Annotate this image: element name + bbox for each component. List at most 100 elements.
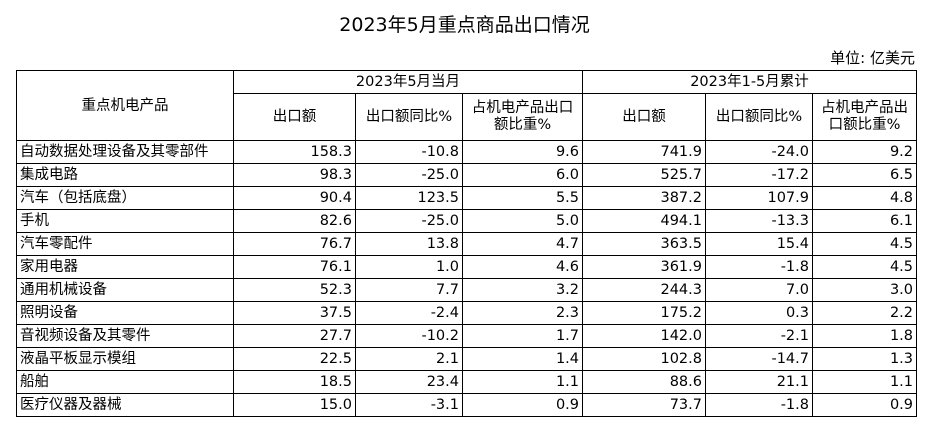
value-cell: 1.3 bbox=[812, 347, 917, 371]
data-row: 通用机械设备 52.3 7.7 3.2 244.3 7.0 3.0 bbox=[16, 278, 917, 302]
value-cell: 741.9 bbox=[582, 140, 706, 164]
value-cell: -17.2 bbox=[705, 163, 813, 187]
data-row: 手机 82.6 -25.0 5.0 494.1 -13.3 6.1 bbox=[16, 209, 917, 233]
group-header: 2023年1-5月累计 bbox=[582, 70, 917, 94]
value-cell: 3.2 bbox=[462, 278, 583, 302]
value-cell: 6.1 bbox=[812, 209, 917, 233]
data-row: 汽车零配件 76.7 13.8 4.7 363.5 15.4 4.5 bbox=[16, 232, 917, 256]
value-cell: 22.5 bbox=[233, 347, 356, 371]
value-cell: -13.3 bbox=[705, 209, 813, 233]
value-cell: 0.9 bbox=[462, 393, 583, 417]
value-cell: 1.7 bbox=[462, 324, 583, 348]
value-cell: 4.8 bbox=[812, 186, 917, 210]
value-cell: -2.4 bbox=[355, 301, 463, 325]
value-cell: 88.6 bbox=[582, 370, 706, 394]
value-cell: -1.8 bbox=[705, 255, 813, 279]
value-cell: 3.0 bbox=[812, 278, 917, 302]
corner-header: 重点机电产品 bbox=[16, 70, 234, 141]
data-row: 船舶 18.5 23.4 1.1 88.6 21.1 1.1 bbox=[16, 370, 917, 394]
column-header: 出口额 bbox=[582, 93, 706, 141]
column-header: 占机电产品出口额比重% bbox=[812, 93, 917, 141]
value-cell: 2.3 bbox=[462, 301, 583, 325]
value-cell: 4.7 bbox=[462, 232, 583, 256]
product-name: 音视频设备及其零件 bbox=[16, 324, 234, 348]
product-name: 家用电器 bbox=[16, 255, 234, 279]
value-cell: 4.6 bbox=[462, 255, 583, 279]
data-row: 自动数据处理设备及其零部件 158.3 -10.8 9.6 741.9 -24.0 9.2 bbox=[16, 140, 917, 164]
product-name: 船舶 bbox=[16, 370, 234, 394]
value-cell: 7.7 bbox=[355, 278, 463, 302]
value-cell: 23.4 bbox=[355, 370, 463, 394]
value-cell: -1.8 bbox=[705, 393, 813, 417]
value-cell: 1.8 bbox=[812, 324, 917, 348]
group-header: 2023年5月当月 bbox=[233, 70, 583, 94]
data-row: 照明设备 37.5 -2.4 2.3 175.2 0.3 2.2 bbox=[16, 301, 917, 325]
value-cell: 158.3 bbox=[233, 140, 356, 164]
value-cell: 52.3 bbox=[233, 278, 356, 302]
value-cell: 361.9 bbox=[582, 255, 706, 279]
data-row: 音视频设备及其零件 27.7 -10.2 1.7 142.0 -2.1 1.8 bbox=[16, 324, 917, 348]
value-cell: 82.6 bbox=[233, 209, 356, 233]
value-cell: 15.4 bbox=[705, 232, 813, 256]
value-cell: 0.9 bbox=[812, 393, 917, 417]
value-cell: 90.4 bbox=[233, 186, 356, 210]
value-cell: 0.3 bbox=[705, 301, 813, 325]
value-cell: 18.5 bbox=[233, 370, 356, 394]
header-row: 重点机电产品 2023年5月当月 2023年1-5月累计 bbox=[16, 70, 917, 141]
value-cell: 9.6 bbox=[462, 140, 583, 164]
value-cell: 27.7 bbox=[233, 324, 356, 348]
value-cell: -14.7 bbox=[705, 347, 813, 371]
data-row: 汽车（包括底盘） 90.4 123.5 5.5 387.2 107.9 4.8 bbox=[16, 186, 917, 210]
value-cell: 525.7 bbox=[582, 163, 706, 187]
value-cell: 73.7 bbox=[582, 393, 706, 417]
value-cell: 1.4 bbox=[462, 347, 583, 371]
value-cell: 2.1 bbox=[355, 347, 463, 371]
column-header: 出口额 bbox=[233, 93, 356, 141]
product-name: 汽车（包括底盘） bbox=[16, 186, 234, 210]
value-cell: -25.0 bbox=[355, 163, 463, 187]
data-row: 家用电器 76.1 1.0 4.6 361.9 -1.8 4.5 bbox=[16, 255, 917, 279]
column-header: 出口额同比% bbox=[705, 93, 813, 141]
value-cell: 76.1 bbox=[233, 255, 356, 279]
value-cell: 5.0 bbox=[462, 209, 583, 233]
value-cell: 6.0 bbox=[462, 163, 583, 187]
unit: 单位: 亿美元 bbox=[830, 49, 915, 67]
product-name: 自动数据处理设备及其零部件 bbox=[16, 140, 234, 164]
value-cell: -25.0 bbox=[355, 209, 463, 233]
value-cell: -3.1 bbox=[355, 393, 463, 417]
value-cell: 9.2 bbox=[812, 140, 917, 164]
title: 2023年5月重点商品出口情况 bbox=[339, 14, 590, 36]
value-cell: 2.2 bbox=[812, 301, 917, 325]
product-name: 照明设备 bbox=[16, 301, 234, 325]
value-cell: 363.5 bbox=[582, 232, 706, 256]
product-name: 手机 bbox=[16, 209, 234, 233]
value-cell: 4.5 bbox=[812, 232, 917, 256]
value-cell: 123.5 bbox=[355, 186, 463, 210]
data-row: 医疗仪器及器械 15.0 -3.1 0.9 73.7 -1.8 0.9 bbox=[16, 393, 917, 417]
value-cell: 21.1 bbox=[705, 370, 813, 394]
data-row: 液晶平板显示模组 22.5 2.1 1.4 102.8 -14.7 1.3 bbox=[16, 347, 917, 371]
product-name: 液晶平板显示模组 bbox=[16, 347, 234, 371]
value-cell: 76.7 bbox=[233, 232, 356, 256]
value-cell: 15.0 bbox=[233, 393, 356, 417]
value-cell: -24.0 bbox=[705, 140, 813, 164]
value-cell: 387.2 bbox=[582, 186, 706, 210]
value-cell: 142.0 bbox=[582, 324, 706, 348]
value-cell: 175.2 bbox=[582, 301, 706, 325]
value-cell: -10.2 bbox=[355, 324, 463, 348]
subheader-row: 出口额 出口额同比% 占机电产品出口额比重% 出口额 出口额同比% 占机电产品出口额比重% bbox=[17, 93, 917, 141]
value-cell: 6.5 bbox=[812, 163, 917, 187]
value-cell: 1.1 bbox=[812, 370, 917, 394]
value-cell: 494.1 bbox=[582, 209, 706, 233]
value-cell: 37.5 bbox=[233, 301, 356, 325]
value-cell: -10.8 bbox=[355, 140, 463, 164]
value-cell: 4.5 bbox=[812, 255, 917, 279]
value-cell: 98.3 bbox=[233, 163, 356, 187]
value-cell: 1.1 bbox=[462, 370, 583, 394]
value-cell: 102.8 bbox=[582, 347, 706, 371]
value-cell: 7.0 bbox=[705, 278, 813, 302]
export-table: 重点机电产品 2023年5月当月 2023年1-5月累计 出口额 出口额同比% 占机电产品… bbox=[16, 70, 917, 417]
value-cell: 13.8 bbox=[355, 232, 463, 256]
product-name: 医疗仪器及器械 bbox=[16, 393, 234, 417]
